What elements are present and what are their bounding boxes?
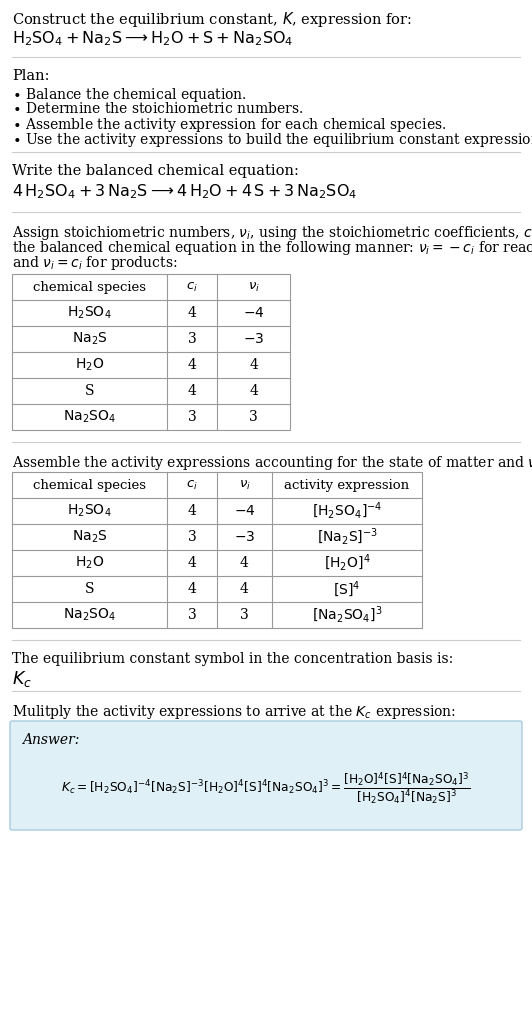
Text: 4: 4 [188,384,196,398]
Text: 4: 4 [188,358,196,372]
Text: $K_c = [\mathrm{H_2SO_4}]^{-4}[\mathrm{Na_2S}]^{-3}[\mathrm{H_2O}]^{4}[\mathrm{S: $K_c = [\mathrm{H_2SO_4}]^{-4}[\mathrm{N… [61,770,471,806]
Text: 3: 3 [188,332,196,346]
Text: Write the balanced chemical equation:: Write the balanced chemical equation: [12,164,299,178]
Text: $\mathrm{Na_2S}$: $\mathrm{Na_2S}$ [72,529,107,545]
Text: $\nu_i$: $\nu_i$ [247,280,260,294]
Text: $[\mathrm{H_2SO_4}]^{-4}$: $[\mathrm{H_2SO_4}]^{-4}$ [312,501,382,521]
Text: $\mathrm{Na_2S}$: $\mathrm{Na_2S}$ [72,330,107,347]
Text: 3: 3 [188,530,196,544]
Text: 3: 3 [240,608,249,622]
Text: $-3$: $-3$ [243,332,264,346]
Text: Mulitply the activity expressions to arrive at the $K_c$ expression:: Mulitply the activity expressions to arr… [12,703,456,721]
Text: $\bullet$ Assemble the activity expression for each chemical species.: $\bullet$ Assemble the activity expressi… [12,116,446,134]
Text: 4: 4 [188,306,196,320]
Text: $K_c$: $K_c$ [12,669,32,690]
Text: and $\nu_i = c_i$ for products:: and $\nu_i = c_i$ for products: [12,254,178,272]
Text: activity expression: activity expression [285,479,410,491]
Text: $\bullet$ Determine the stoichiometric numbers.: $\bullet$ Determine the stoichiometric n… [12,101,303,116]
Text: $\bullet$ Balance the chemical equation.: $\bullet$ Balance the chemical equation. [12,86,247,104]
Text: $[\mathrm{Na_2S}]^{-3}$: $[\mathrm{Na_2S}]^{-3}$ [317,527,377,547]
Text: Assemble the activity expressions accounting for the state of matter and $\nu_i$: Assemble the activity expressions accoun… [12,454,532,472]
Text: 4: 4 [188,555,196,570]
Text: 3: 3 [188,410,196,424]
Text: $\mathrm{H_2SO_4 + Na_2S \longrightarrow H_2O + S + Na_2SO_4}$: $\mathrm{H_2SO_4 + Na_2S \longrightarrow… [12,29,294,48]
Text: 3: 3 [249,410,258,424]
Text: Plan:: Plan: [12,69,49,83]
Bar [12,472,422,628]
Text: $\mathrm{H_2O}$: $\mathrm{H_2O}$ [75,554,104,571]
Bar [12,274,290,430]
Text: $\mathrm{4\,H_2SO_4 + 3\,Na_2S \longrightarrow 4\,H_2O + 4\,S + 3\,Na_2SO_4}$: $\mathrm{4\,H_2SO_4 + 3\,Na_2S \longrigh… [12,182,358,201]
Text: $[\mathrm{Na_2SO_4}]^{3}$: $[\mathrm{Na_2SO_4}]^{3}$ [312,605,382,625]
Text: $\mathrm{Na_2SO_4}$: $\mathrm{Na_2SO_4}$ [63,607,116,623]
Text: $c_i$: $c_i$ [186,479,198,491]
Text: 4: 4 [240,582,249,596]
Text: Answer:: Answer: [22,733,79,747]
Text: $\mathrm{H_2SO_4}$: $\mathrm{H_2SO_4}$ [67,502,112,520]
Text: 4: 4 [240,555,249,570]
Text: 4: 4 [188,504,196,518]
Text: $[\mathrm{S}]^{4}$: $[\mathrm{S}]^{4}$ [334,579,361,598]
Text: $-3$: $-3$ [234,530,255,544]
Text: 4: 4 [188,582,196,596]
Text: $-4$: $-4$ [243,306,264,320]
Text: 4: 4 [249,384,258,398]
Text: chemical species: chemical species [33,479,146,491]
FancyBboxPatch shape [10,721,522,830]
Text: chemical species: chemical species [33,280,146,294]
Text: 3: 3 [188,608,196,622]
Text: $\mathrm{H_2SO_4}$: $\mathrm{H_2SO_4}$ [67,305,112,321]
Text: The equilibrium constant symbol in the concentration basis is:: The equilibrium constant symbol in the c… [12,652,453,666]
Text: S: S [85,582,94,596]
Text: Construct the equilibrium constant, $K$, expression for:: Construct the equilibrium constant, $K$,… [12,10,412,29]
Text: the balanced chemical equation in the following manner: $\nu_i = -c_i$ for react: the balanced chemical equation in the fo… [12,239,532,257]
Text: $[\mathrm{H_2O}]^{4}$: $[\mathrm{H_2O}]^{4}$ [323,552,370,573]
Text: 4: 4 [249,358,258,372]
Text: $\mathrm{Na_2SO_4}$: $\mathrm{Na_2SO_4}$ [63,409,116,426]
Text: $\bullet$ Use the activity expressions to build the equilibrium constant express: $\bullet$ Use the activity expressions t… [12,131,532,149]
Text: $\mathrm{H_2O}$: $\mathrm{H_2O}$ [75,357,104,373]
Text: $\nu_i$: $\nu_i$ [238,479,251,491]
Text: $-4$: $-4$ [234,504,255,518]
Text: Assign stoichiometric numbers, $\nu_i$, using the stoichiometric coefficients, $: Assign stoichiometric numbers, $\nu_i$, … [12,224,532,242]
Text: $c_i$: $c_i$ [186,280,198,294]
Text: S: S [85,384,94,398]
